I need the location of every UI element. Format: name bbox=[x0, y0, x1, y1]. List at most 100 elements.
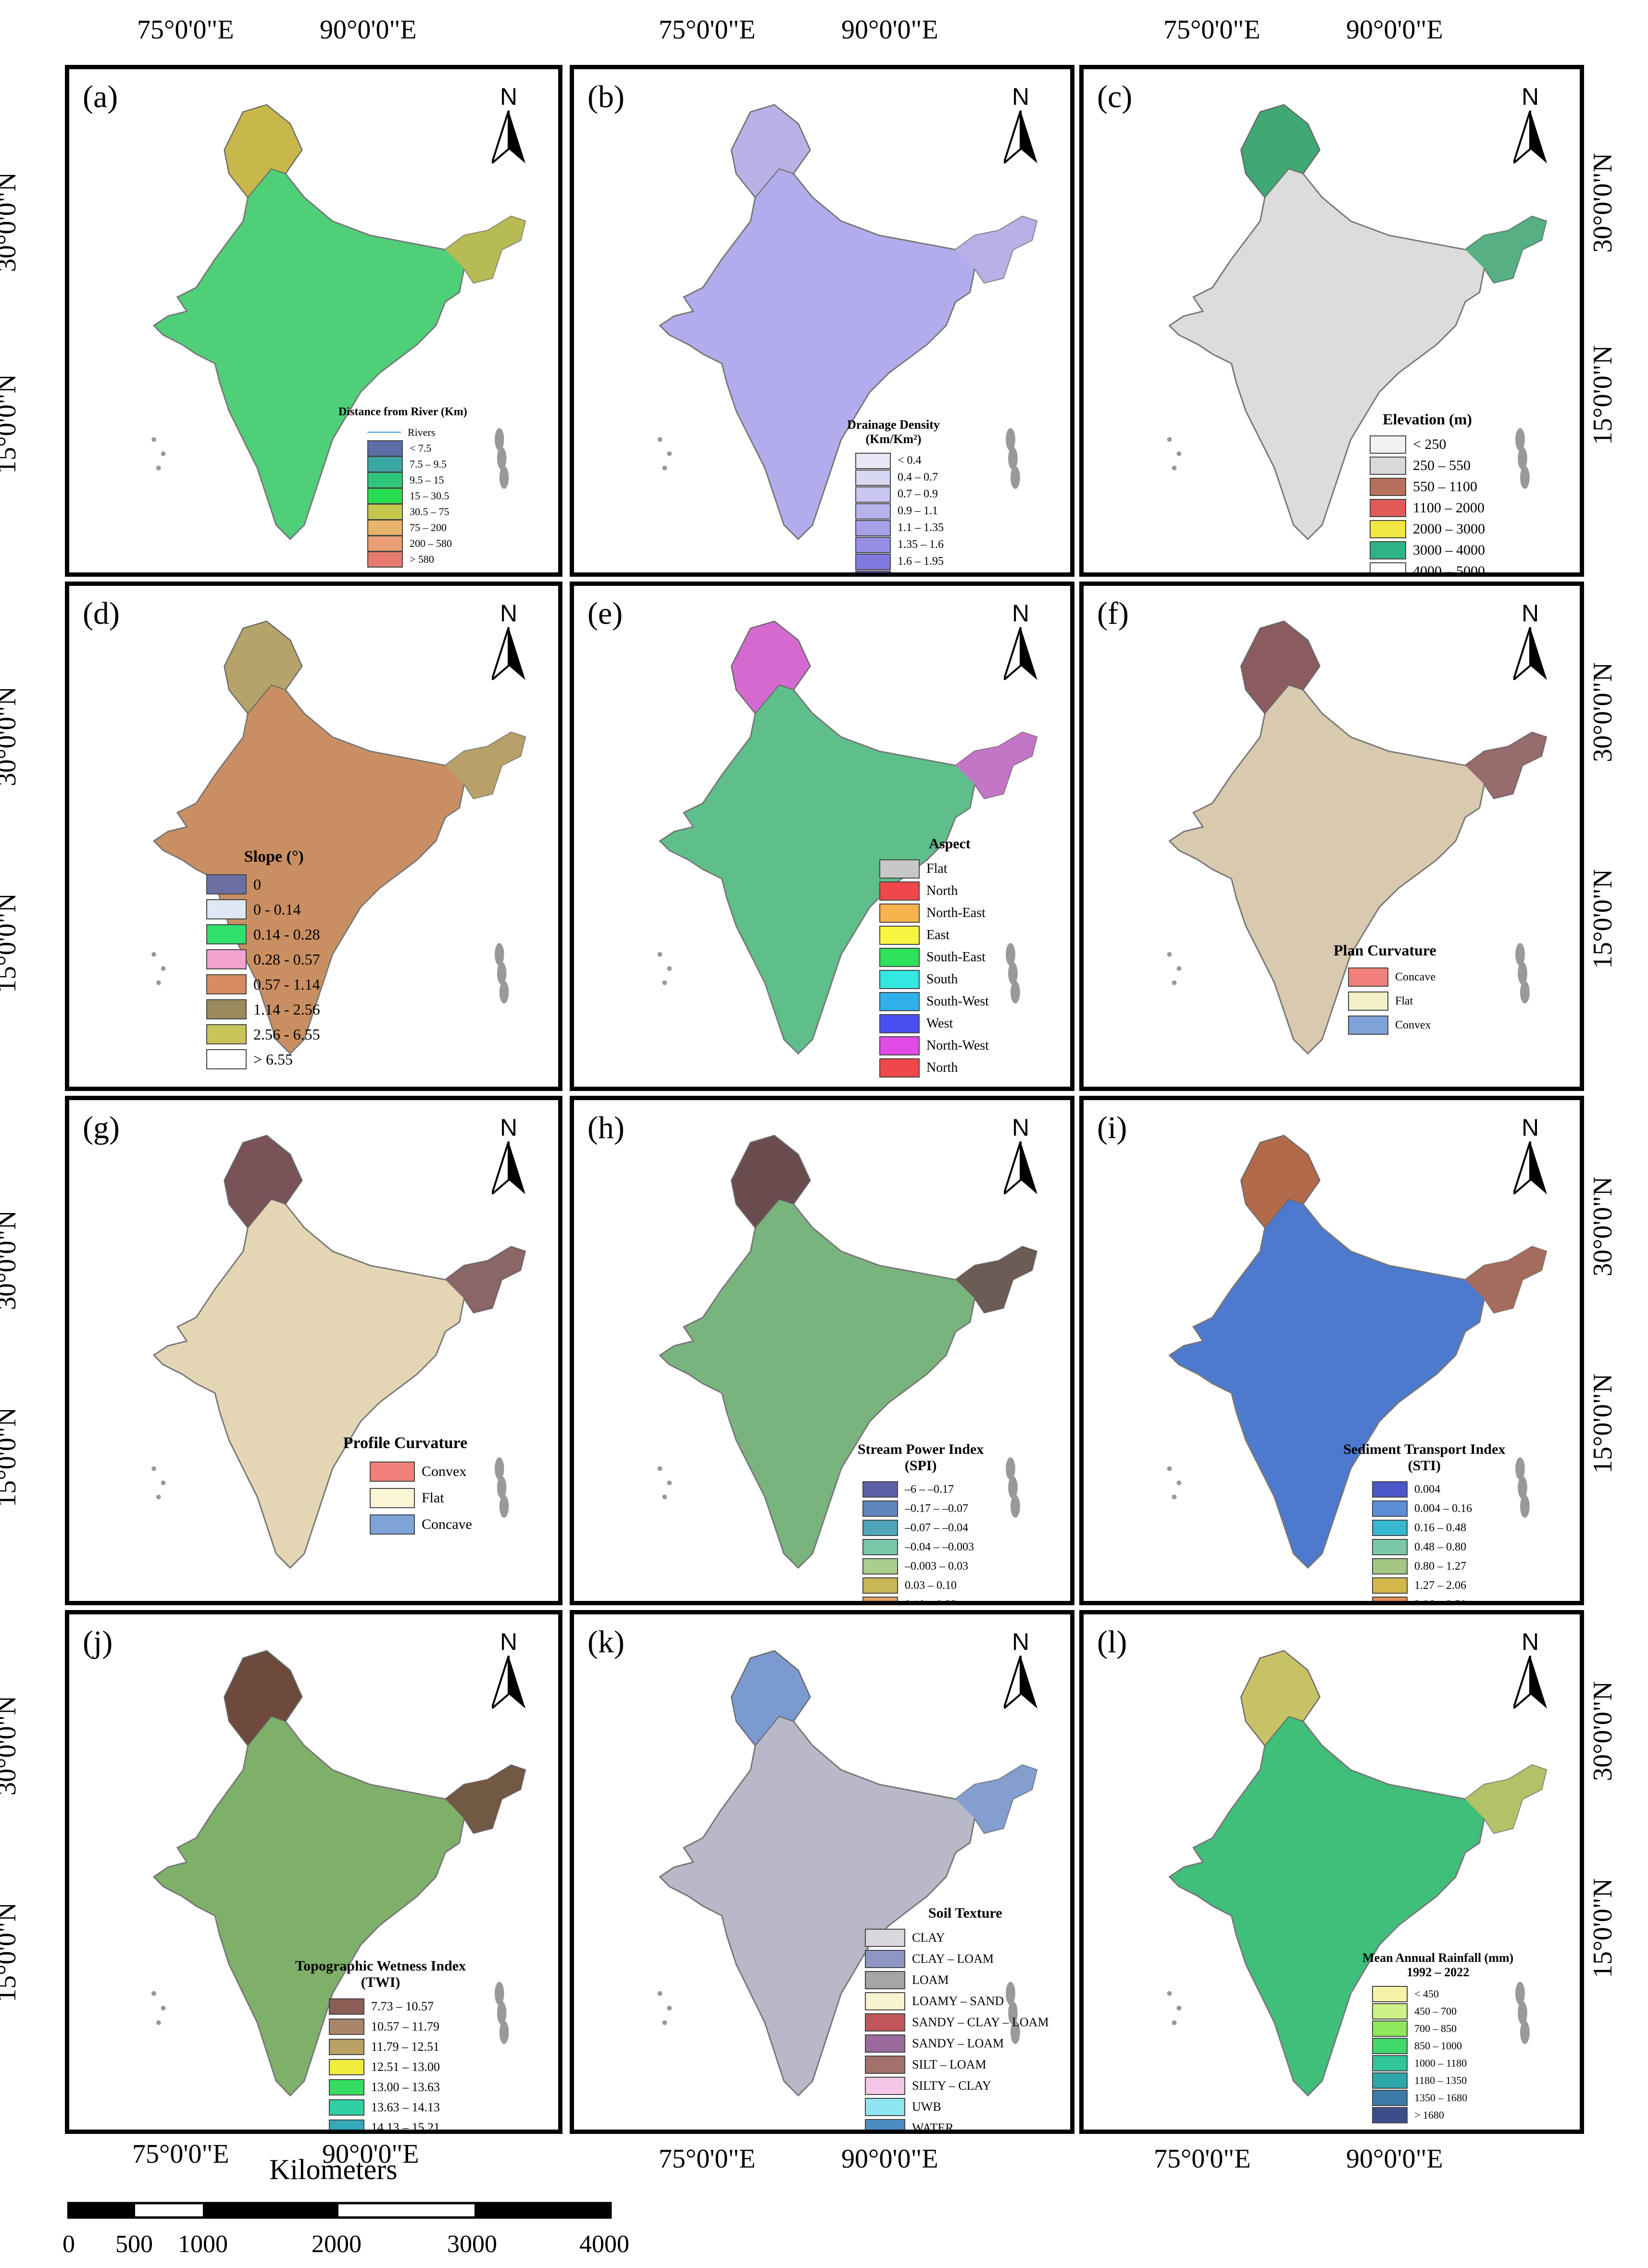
legend-label-a-3: 15 – 30.5 bbox=[410, 489, 449, 502]
legend-row-g-1: Flat bbox=[370, 1485, 472, 1511]
legend-swatch-h-3 bbox=[862, 1539, 898, 1555]
lat-label-30-right-row3: 30°0'0"N bbox=[1587, 1177, 1618, 1277]
legend-swatch-j-3 bbox=[329, 2059, 364, 2075]
legend-label-e-6: South-West bbox=[926, 994, 989, 1009]
legend-swatch-l-3 bbox=[1372, 2038, 1408, 2054]
legend-label-a-5: 75 – 200 bbox=[410, 521, 447, 533]
legend-row-i-1: 0.004 – 0.16 bbox=[1372, 1499, 1505, 1518]
legend-label-b-6: 1.6 – 1.95 bbox=[898, 555, 944, 568]
panel-label-g: (g) bbox=[83, 1110, 120, 1145]
panel-k-soil-texture: (k) N Soil Texture CLAY CLAY – LOAM LOAM LOAMY… bbox=[570, 1610, 1074, 2134]
lat-label-30-right-row4: 30°0'0"N bbox=[1587, 1681, 1618, 1781]
legend-swatch-a-2 bbox=[367, 471, 403, 488]
legend-label-d-6: 2.56 - 6.55 bbox=[253, 1025, 320, 1043]
legend-label-e-0: Flat bbox=[926, 861, 948, 876]
north-arrow-label-c: N bbox=[1521, 83, 1539, 110]
island-f-2 bbox=[1520, 980, 1530, 1004]
india-northeast-region-a bbox=[445, 216, 525, 283]
legend-row-l-5: 1180 – 1350 bbox=[1372, 2072, 1513, 2089]
legend-row-d-3: 0.28 - 0.57 bbox=[206, 947, 320, 972]
legend-swatch-a-7 bbox=[367, 551, 403, 568]
legend-row-e-6: South-West bbox=[879, 991, 989, 1013]
legend-row-b-5: 1.35 – 1.6 bbox=[855, 536, 944, 553]
island-f-1 bbox=[1518, 962, 1527, 985]
north-arrow-icon-l bbox=[1513, 1656, 1547, 1709]
legend-label-g-2: Concave bbox=[422, 1516, 472, 1532]
legend-label-h-2: –0.07 – –0.04 bbox=[905, 1521, 968, 1534]
legend-row-d-1: 0 - 0.14 bbox=[206, 897, 320, 922]
legend-label-h-6: 0.10 – 0.23 bbox=[905, 1598, 957, 1605]
legend-subtitle-h: (SPI) bbox=[904, 1458, 937, 1474]
legend-row-e-2: North-East bbox=[879, 902, 989, 924]
scale-bar: Kilometers 0 500 1000 2000 3000 4000 bbox=[62, 2153, 668, 2264]
north-arrow-icon-d bbox=[492, 627, 525, 680]
island-a-4 bbox=[161, 451, 166, 457]
scale-tick-2000: 2000 bbox=[312, 2231, 362, 2258]
legend-label-a-4: 30.5 – 75 bbox=[410, 505, 449, 518]
panel-label-e: (e) bbox=[587, 596, 623, 631]
legend-swatch-b-3 bbox=[855, 503, 891, 520]
island-e-0 bbox=[1006, 943, 1015, 966]
legend-row-i-5: 1.27 – 2.06 bbox=[1372, 1576, 1505, 1595]
legend-h: Stream Power Index (SPI) –6 – –0.17 –0.17 –… bbox=[858, 1441, 984, 1605]
legend-f: Plan Curvature Concave Flat Convex bbox=[1334, 942, 1436, 1037]
legend-row-a-4: 30.5 – 75 bbox=[367, 503, 467, 520]
india-map-h bbox=[657, 1135, 1038, 1569]
legend-j: Topographic Wetness Index (TWI) 7.73 – 10.… bbox=[295, 1958, 466, 2130]
island-d-3 bbox=[151, 952, 156, 957]
island-a-3 bbox=[151, 437, 156, 442]
legend-row-a-0: < 7.5 bbox=[367, 440, 467, 457]
legend-swatch-k-4 bbox=[865, 2013, 905, 2032]
legend-row-g-0: Convex bbox=[370, 1458, 472, 1485]
north-arrow-a: N bbox=[487, 83, 530, 164]
lon-label-75-top-b: 75°0'0"E bbox=[659, 15, 756, 45]
legend-label-k-3: LOAMY – SAND bbox=[912, 1994, 1004, 2008]
legend-row-k-3: LOAMY – SAND bbox=[865, 1991, 1049, 2012]
india-map-c bbox=[1167, 104, 1548, 540]
island-d-1 bbox=[497, 962, 507, 985]
lat-label-15-right-row4: 15°0'0"N bbox=[1587, 1878, 1618, 1978]
north-arrow-icon-h bbox=[1004, 1141, 1037, 1194]
legend-row-k-0: CLAY bbox=[865, 1927, 1049, 1948]
north-arrow-icon-i bbox=[1513, 1141, 1547, 1194]
legend-swatch-i-5 bbox=[1372, 1577, 1408, 1594]
india-north-region-d bbox=[224, 620, 303, 714]
legend-row-d-6: 2.56 - 6.55 bbox=[206, 1022, 320, 1047]
legend-label-c-6: 4000 – 5000 bbox=[1413, 563, 1485, 577]
island-k-1 bbox=[1008, 2001, 1018, 2025]
island-d-4 bbox=[161, 966, 166, 971]
panel-c-elevation: (c) N Elevation (m) < 250 250 – 550 550 – 110… bbox=[1079, 65, 1584, 577]
legend-row-a-2: 9.5 – 15 bbox=[367, 471, 467, 488]
legend-swatch-a-1 bbox=[367, 456, 403, 472]
scale-bar-graphic bbox=[67, 2202, 612, 2219]
legend-subtitle-j: (TWI) bbox=[361, 1974, 400, 1990]
legend-swatch-k-2 bbox=[865, 1971, 905, 1989]
legend-label-k-4: SANDY – CLAY – LOAM bbox=[912, 2015, 1049, 2029]
lat-label-15-right-row1: 15°0'0"N bbox=[1587, 345, 1618, 445]
legend-swatch-g-2 bbox=[370, 1514, 415, 1535]
legend-swatch-e-2 bbox=[879, 904, 920, 923]
island-b-5 bbox=[662, 465, 667, 471]
legend-row-g-2: Concave bbox=[370, 1511, 472, 1537]
island-k-5 bbox=[662, 2020, 667, 2025]
island-i-5 bbox=[1172, 1494, 1177, 1500]
india-north-region-f bbox=[1240, 620, 1321, 714]
legend-row-b-7: > 1.95 bbox=[855, 570, 944, 572]
legend-title-g: Profile Curvature bbox=[343, 1434, 468, 1452]
legend-row-l-2: 700 – 850 bbox=[1372, 2020, 1513, 2037]
india-north-region-i bbox=[1240, 1135, 1321, 1228]
legend-row-a-5: 75 – 200 bbox=[367, 519, 467, 536]
lon-label-90-bottom-a: 90°0'0"E bbox=[322, 2139, 419, 2169]
india-mainland-j bbox=[152, 1650, 526, 2097]
island-a-2 bbox=[499, 466, 509, 489]
lon-label-75-top-a: 75°0'0"E bbox=[137, 15, 234, 45]
north-arrow-icon-b bbox=[1004, 111, 1037, 163]
panel-h-stream-power-index: (h) N Stream Power Index (SPI) –6 – –0.17 –0.… bbox=[570, 1096, 1074, 1605]
north-arrow-d: N bbox=[487, 599, 530, 681]
lon-label-75-bottom-b: 75°0'0"E bbox=[659, 2144, 756, 2174]
island-i-1 bbox=[1518, 1476, 1527, 1499]
legend-swatch-e-1 bbox=[879, 881, 920, 901]
india-north-region-a bbox=[224, 104, 303, 198]
india-mainland-l bbox=[1168, 1650, 1548, 2097]
india-mainland-k bbox=[659, 1650, 1038, 2097]
